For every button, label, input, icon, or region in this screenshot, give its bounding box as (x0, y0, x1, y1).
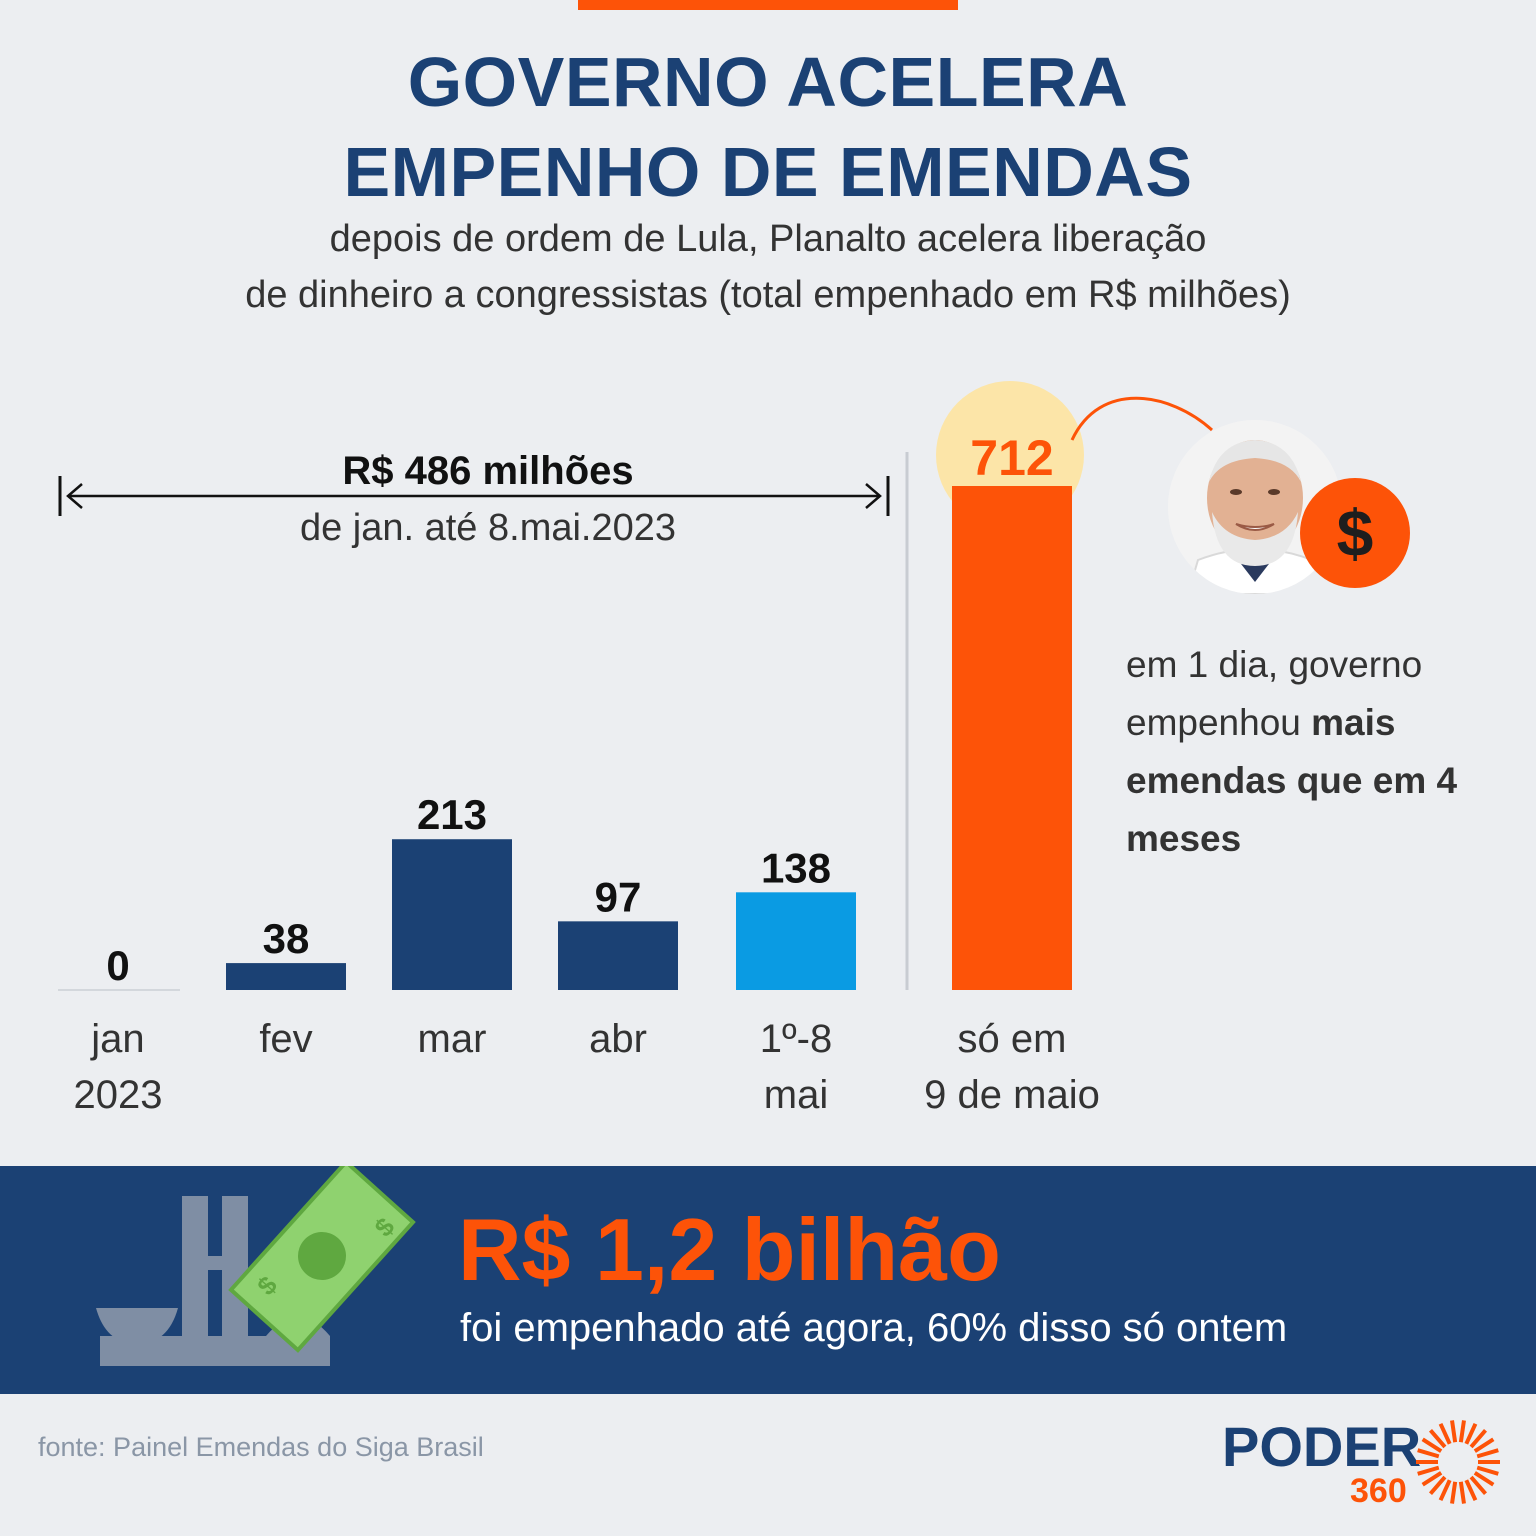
bar-5 (952, 486, 1072, 990)
value-label-4: 138 (761, 844, 831, 891)
dollar-icon: $ (1300, 478, 1410, 588)
logo-sun-ray (1476, 1448, 1499, 1459)
callout-note-text: em 1 dia, governo empenhou (1126, 644, 1423, 743)
value-label-1: 38 (263, 915, 310, 962)
banner-subline: foi empenhado até agora, 60% disso só on… (460, 1306, 1288, 1350)
callout-note: em 1 dia, governo empenhou mais emendas … (1126, 636, 1526, 868)
page-title-line1: GOVERNO ACELERA (407, 43, 1129, 121)
bar-chart: R$ 486 milhões de jan. até 8.mai.2023 0 j… (58, 381, 1214, 1117)
logo-number: 360 (1350, 1472, 1407, 1510)
bar-1 (226, 963, 346, 990)
category-label-5-line1: só em (958, 1017, 1067, 1061)
bar-3 (558, 921, 678, 990)
logo-sun-ray (1417, 1465, 1440, 1476)
connector-curve (1070, 396, 1214, 441)
summary-banner: $ $ (0, 1159, 1536, 1394)
logo-sun-ray (1421, 1437, 1443, 1453)
logo-sun-ray (1464, 1422, 1478, 1445)
value-label-3: 97 (595, 873, 642, 920)
poder360-logo: PODER 360 (1222, 1415, 1500, 1510)
logo-sun-ray (1469, 1475, 1488, 1496)
subtitle-line1: depois de ordem de Lula, Planalto aceler… (329, 218, 1207, 260)
logo-sun-ray (1476, 1465, 1499, 1476)
category-label-3-line1: abr (589, 1017, 647, 1061)
logo-sun-ray (1421, 1471, 1443, 1487)
congress-banknote-illustration: $ $ (96, 1159, 416, 1366)
logo-sun-ray (1450, 1420, 1458, 1443)
category-label-0-line1: jan (90, 1017, 144, 1061)
logo-sun-ray (1428, 1428, 1447, 1449)
logo-sun-ray (1464, 1479, 1478, 1502)
logo-sun-ray (1473, 1471, 1495, 1487)
logo-sun-icon (1416, 1420, 1500, 1504)
value-label-0: 0 (106, 942, 129, 989)
logo-sun-ray (1469, 1428, 1488, 1449)
source-note: fonte: Painel Emendas do Siga Brasil (38, 1432, 484, 1462)
subtitle-line2: de dinheiro a congressistas (total empen… (245, 274, 1291, 316)
category-label-1-line1: fev (259, 1017, 312, 1061)
value-label-2: 213 (417, 791, 487, 838)
category-label-5-line2: 9 de maio (924, 1073, 1100, 1117)
banknote-icon: $ $ (228, 1159, 416, 1353)
logo-sun-ray (1458, 1481, 1466, 1504)
value-label-5: 712 (970, 430, 1053, 486)
logo-word: PODER (1222, 1415, 1421, 1478)
range-arrow-right (865, 483, 882, 509)
logo-sun-ray (1438, 1422, 1452, 1445)
range-annotation-value: R$ 486 milhões (342, 449, 633, 493)
range-arrow-left (66, 483, 83, 509)
logo-sun-ray (1473, 1437, 1495, 1453)
bar-4 (736, 892, 856, 990)
bar-2 (392, 839, 512, 990)
banner-headline: R$ 1,2 bilhão (458, 1200, 1001, 1299)
category-label-0-line2: 2023 (74, 1073, 163, 1117)
logo-sun-ray (1438, 1479, 1452, 1502)
category-label-4-line2: mai (764, 1073, 828, 1117)
logo-sun-ray (1450, 1481, 1458, 1504)
range-annotation-period: de jan. até 8.mai.2023 (300, 507, 676, 549)
top-accent-bar (578, 0, 958, 10)
logo-sun-ray (1458, 1420, 1466, 1443)
page-title-line2: EMPENHO DE EMENDAS (343, 133, 1193, 211)
logo-sun-ray (1417, 1448, 1440, 1459)
category-label-2-line1: mar (418, 1017, 487, 1061)
range-annotation: R$ 486 milhões de jan. até 8.mai.2023 (58, 449, 890, 549)
callout-note-bold: mais emendas que em 4 meses (1126, 702, 1458, 859)
category-label-4-line1: 1º-8 (760, 1017, 832, 1061)
logo-sun-ray (1428, 1475, 1447, 1496)
